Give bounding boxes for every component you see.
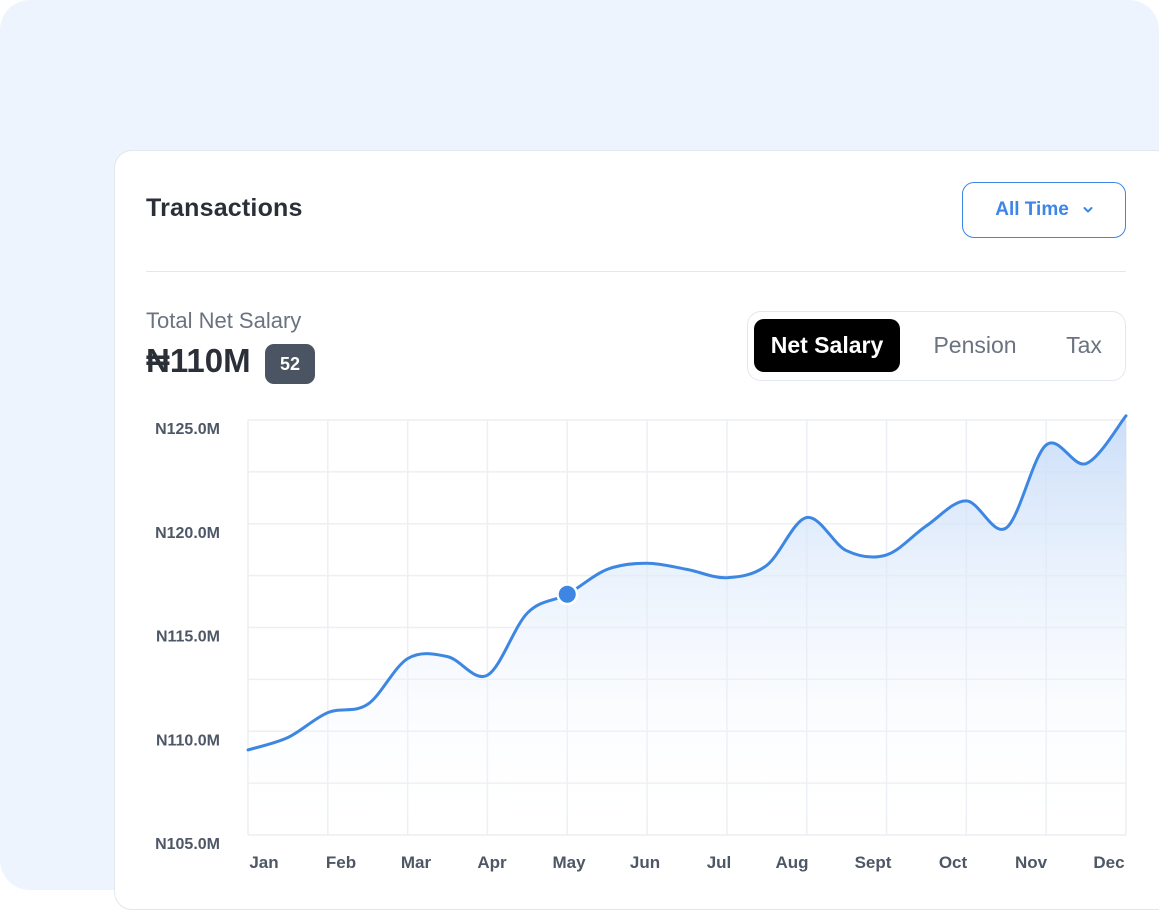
x-tick-label: Dec xyxy=(1093,853,1124,872)
time-filter-dropdown[interactable]: All Time xyxy=(962,182,1126,238)
x-tick-label: Aug xyxy=(775,853,808,872)
chevron-down-icon xyxy=(1083,207,1093,213)
x-tick-label: Oct xyxy=(939,853,968,872)
x-tick-label: Nov xyxy=(1015,853,1048,872)
metric-tabs: Net Salary Pension Tax xyxy=(747,311,1126,381)
x-tick-label: Jun xyxy=(630,853,660,872)
y-tick-label: N110.0M xyxy=(156,732,220,749)
card-title: Transactions xyxy=(146,194,303,222)
y-tick-label: N125.0M xyxy=(155,421,220,438)
tab-net-salary[interactable]: Net Salary xyxy=(754,319,900,372)
x-tick-label: Jan xyxy=(249,853,278,872)
y-tick-label: N115.0M xyxy=(156,629,220,646)
total-value: ₦110M xyxy=(146,342,251,379)
x-tick-label: Mar xyxy=(401,853,432,872)
highlight-point[interactable] xyxy=(558,585,576,603)
tab-pension[interactable]: Pension xyxy=(933,332,1017,358)
time-filter-label: All Time xyxy=(995,199,1069,220)
y-tick-label: N105.0M xyxy=(155,836,220,853)
x-axis: Jan Feb Mar Apr May Jun Jul Aug Sept Oct Nov Dec xyxy=(249,853,1124,872)
count-badge: 52 xyxy=(265,344,315,384)
x-tick-label: Feb xyxy=(326,853,356,872)
tab-tax[interactable]: Tax xyxy=(1066,332,1102,358)
x-tick-label: Sept xyxy=(855,853,892,872)
header-divider xyxy=(146,271,1126,272)
y-axis: N125.0M N120.0M N115.0M N110.0M N105.0M xyxy=(155,421,220,853)
x-tick-label: Jul xyxy=(707,853,732,872)
net-salary-chart: N125.0M N120.0M N115.0M N110.0M N105.0M Jan F… xyxy=(155,414,1128,872)
net-salary-line xyxy=(246,414,1128,752)
net-salary-area xyxy=(248,415,1126,835)
x-tick-label: Apr xyxy=(477,853,507,872)
total-label: Total Net Salary xyxy=(146,308,302,333)
x-tick-label: May xyxy=(552,853,586,872)
y-tick-label: N120.0M xyxy=(155,525,220,542)
